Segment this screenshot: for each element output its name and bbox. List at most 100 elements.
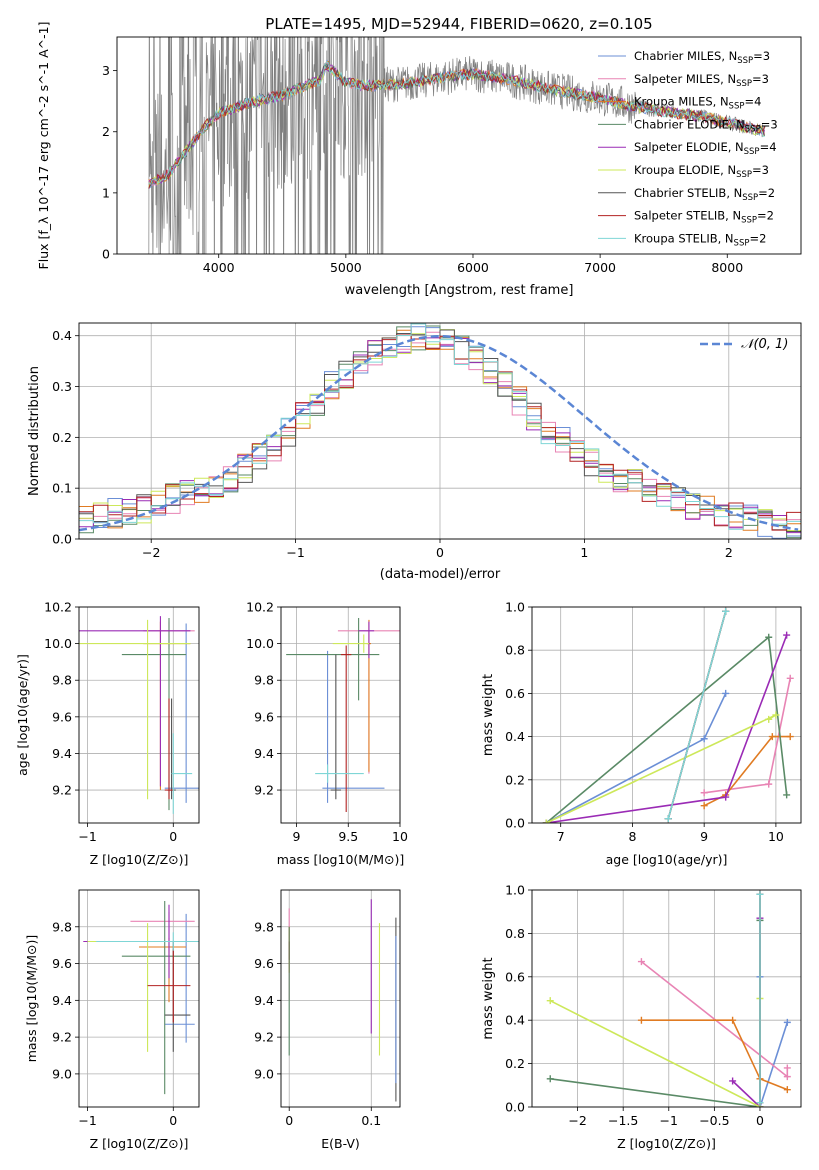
weight-marker (729, 1077, 737, 1085)
weight_vs_age-axes (528, 606, 801, 827)
y-tick-label: 0.2 (505, 772, 525, 787)
y-tick-label: 9.8 (254, 673, 274, 688)
y-tick-label: 3 (102, 63, 110, 78)
weight-line (667, 611, 727, 819)
legend-entry: Salpeter STELIB, NSSP=2 (634, 209, 774, 226)
x-tick-label: 0 (169, 1113, 177, 1128)
y-tick-label: 9.2 (52, 1030, 72, 1045)
x-tick-label: 0.1 (361, 1113, 381, 1128)
y-tick-label: 0.2 (505, 1056, 525, 1071)
y-tick-label: 0.2 (52, 430, 72, 445)
x-tick-label: 0 (169, 829, 177, 844)
weight-marker (637, 958, 645, 966)
weight-marker (756, 1099, 764, 1107)
legend-entry-sub: SSP (742, 193, 758, 203)
weight-marker (722, 689, 730, 697)
legend-entry: Chabrier ELODIE, NSSP=3 (634, 117, 778, 134)
weight-line (549, 998, 761, 1107)
y-tick-label: 10.2 (44, 600, 72, 615)
y-tick-label: 10.2 (246, 600, 274, 615)
y-tick-label: 0.4 (52, 328, 72, 343)
legend-entry: Kroupa MILES, NSSP=4 (634, 95, 761, 112)
legend-entry-sub: SSP (741, 216, 757, 226)
weight_vs_Z-series (546, 890, 791, 1107)
weight-marker (765, 780, 773, 788)
weight-marker (729, 1016, 737, 1024)
weight-marker (664, 815, 672, 823)
y-tick-label: 9.4 (254, 993, 274, 1008)
y-tick-label: 0.6 (505, 969, 525, 984)
histogram-series (79, 329, 801, 531)
y-tick-label: 9.2 (254, 1030, 274, 1045)
x-tick-label: 10 (768, 829, 784, 844)
y-tick-label: 1.0 (505, 883, 525, 898)
legend-entry-label: Chabrier MILES, N (634, 49, 737, 63)
x-tick-label: −2 (568, 1113, 586, 1128)
x-tick-label: 10 (392, 829, 408, 844)
x-tick-label: 9.5 (338, 829, 358, 844)
y-axis-label: mass weight (481, 674, 496, 756)
x-tick-label: 8 (628, 829, 636, 844)
legend-entry-label: Chabrier STELIB, N (634, 186, 742, 200)
legend-entry-suffix: =2 (758, 186, 775, 200)
legend-entry-label: Salpeter ELODIE, N (634, 140, 744, 154)
y-axis-label: Normed distribution (27, 366, 42, 496)
weight-marker (546, 997, 554, 1005)
legend-entry-suffix: =3 (752, 163, 769, 177)
weight-marker (542, 819, 550, 823)
y-tick-label: 9.6 (52, 709, 72, 724)
y-tick-label: 0.8 (505, 926, 525, 941)
legend-entry-sub: SSP (736, 170, 752, 180)
age_vs_mass-points (286, 617, 400, 813)
legend-entry-label: Salpeter STELIB, N (634, 209, 741, 223)
legend-entry-suffix: =4 (744, 95, 761, 109)
legend-entry-sub: SSP (729, 102, 745, 112)
weight-marker (783, 1064, 791, 1072)
histograms (79, 323, 801, 539)
x-axis-label: Z [log10(Z/Z⊙)] (617, 1136, 716, 1151)
weight-line (545, 693, 727, 823)
legend-entry-suffix: =3 (752, 72, 769, 86)
weight-marker (765, 715, 773, 723)
weight-line (732, 918, 761, 1107)
x-tick-label: −2 (142, 545, 160, 560)
weight-marker (700, 802, 708, 810)
histogram-series (79, 334, 801, 531)
x-axis-label: age [log10(age/yr)] (606, 852, 728, 867)
age_vs_Z-frame (78, 606, 200, 824)
y-tick-label: 9.8 (254, 919, 274, 934)
weight_vs_age-frame (531, 606, 802, 824)
y-tick-label: 0 (102, 247, 110, 262)
y-tick-label: 9.2 (254, 783, 274, 798)
y-tick-label: 0.0 (52, 532, 72, 547)
weight-marker (756, 890, 764, 898)
x-tick-label: −1 (78, 1113, 96, 1128)
y-axis-label: mass [log10(M/M⊙)] (24, 935, 39, 1063)
y-tick-label: 9.2 (52, 783, 72, 798)
weight-line (546, 634, 788, 823)
legend-entry: Chabrier MILES, NSSP=3 (634, 49, 770, 66)
legend-entry-sub: SSP (737, 56, 753, 66)
normal-curve (79, 334, 799, 532)
weight-marker (765, 633, 773, 641)
x-tick-label: 9 (700, 829, 708, 844)
chart-title: PLATE=1495, MJD=52944, FIBERID=0620, z=0… (265, 15, 652, 33)
y-tick-label: 9.8 (52, 919, 72, 934)
mass_vs_Z-frame (78, 889, 200, 1108)
x-tick-label: −1.5 (608, 1113, 638, 1128)
y-axis-label: Flux [f_λ 10^-17 erg cm^-2 s^-1 A^-1] (36, 22, 51, 270)
y-tick-label: 0.8 (505, 643, 525, 658)
weight-marker (786, 674, 794, 682)
x-tick-label: 1 (580, 545, 588, 560)
weight_vs_age-series (542, 607, 794, 823)
legend-entry-label: Kroupa MILES, N (634, 95, 729, 109)
weight-marker (786, 733, 794, 741)
x-axis-label: wavelength [Angstrom, rest frame] (345, 283, 574, 298)
y-tick-label: 0.3 (52, 379, 72, 394)
x-tick-label: −1 (78, 829, 96, 844)
x-tick-label: 7 (557, 829, 565, 844)
y-tick-label: 10.0 (246, 636, 274, 651)
y-tick-label: 0.0 (505, 1100, 525, 1115)
weight-marker (722, 607, 730, 615)
